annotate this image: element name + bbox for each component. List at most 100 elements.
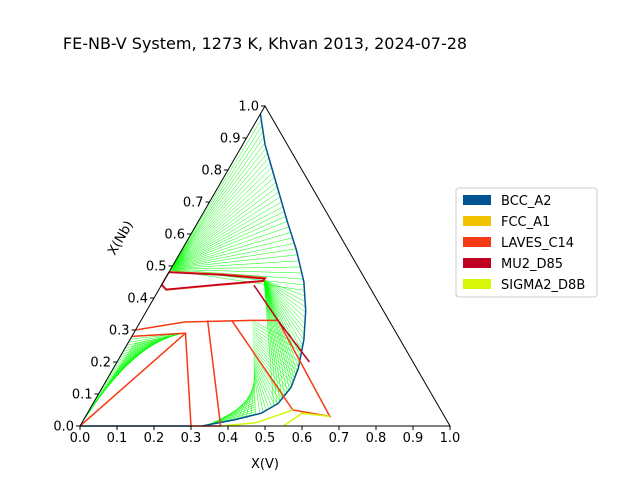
legend-label: MU2_D85 — [501, 257, 563, 272]
tieline — [173, 162, 271, 265]
tieline — [175, 119, 262, 261]
tieline — [263, 280, 305, 340]
x-tick-label: 0.3 — [181, 431, 202, 446]
chart-title: FE-NB-V System, 1273 K, Khvan 2013, 2024… — [63, 34, 467, 53]
tieline — [253, 365, 270, 409]
y-tick-label: 0.3 — [109, 324, 130, 339]
tieline — [253, 353, 283, 399]
tieline — [263, 280, 283, 399]
tieline — [263, 280, 306, 319]
tieline — [263, 280, 303, 346]
tieline — [128, 333, 183, 343]
tieline — [252, 341, 293, 385]
tieline — [171, 221, 288, 268]
tieline — [171, 248, 297, 269]
y-tick-label: 1.0 — [238, 100, 259, 115]
y-tick-label: 0.8 — [201, 164, 222, 179]
x-tick-label: 0.5 — [255, 431, 276, 446]
y-tick-label: 0.6 — [164, 228, 185, 243]
tieline — [171, 243, 295, 269]
y-tick-label: 0.2 — [90, 356, 111, 371]
tieline — [171, 232, 291, 268]
legend-swatch — [463, 237, 491, 247]
tieline — [172, 206, 284, 267]
x-tick-label: 0.6 — [292, 431, 313, 446]
tieline — [172, 131, 264, 267]
tieline — [172, 196, 281, 266]
tieline — [253, 373, 261, 414]
tieline — [252, 337, 296, 378]
legend-label: SIGMA2_D8B — [501, 278, 585, 293]
tieline — [252, 322, 302, 353]
tieline — [253, 361, 275, 406]
x-tick-label: 0.4 — [218, 431, 239, 446]
tieline — [172, 216, 286, 267]
tieline — [253, 368, 267, 411]
tieline — [170, 269, 302, 274]
tieline — [173, 167, 272, 265]
tieline — [172, 211, 285, 267]
tieline — [263, 280, 292, 387]
legend-label: FCC_A1 — [501, 215, 550, 230]
tieline — [170, 260, 299, 270]
tieline — [174, 142, 265, 264]
tieline — [173, 125, 263, 264]
legend-swatch — [463, 216, 491, 226]
legend-swatch — [463, 195, 491, 205]
phase-boundary-sigma2-d8b — [220, 409, 294, 427]
phase-boundary-mu2-d85 — [161, 271, 266, 291]
phase-boundary-laves-c14 — [131, 320, 222, 427]
tieline — [172, 201, 282, 267]
tieline — [252, 339, 294, 381]
tieline — [171, 254, 298, 269]
tieline — [173, 177, 275, 265]
tieline — [252, 329, 299, 367]
tieline — [263, 280, 306, 308]
y-tick-label: 0.5 — [146, 260, 167, 275]
tieline — [252, 327, 300, 362]
tieline — [170, 266, 301, 270]
tieline — [173, 172, 274, 265]
tieline — [252, 346, 290, 391]
y-tick-label: 0.1 — [72, 388, 93, 403]
x-axis-ticks: 0.0 0.1 0.2 0.3 0.4 0.5 0.6 0.7 0.8 0.9 1.0 — [70, 426, 461, 446]
tieline — [252, 334, 297, 375]
tieline — [252, 324, 301, 357]
legend-swatch — [463, 258, 491, 268]
tieline — [252, 344, 292, 388]
tieline — [253, 356, 281, 402]
legend-swatch — [463, 279, 491, 289]
tieline — [173, 157, 270, 264]
y-tick-label: 0.9 — [220, 132, 241, 147]
legend: BCC_A2 FCC_A1 LAVES_C14 MU2_D85 SIGMA2_D8B — [455, 187, 598, 298]
x-tick-label: 0.2 — [144, 431, 165, 446]
tieline — [263, 280, 306, 302]
tieline — [172, 191, 279, 266]
tieline — [263, 280, 295, 379]
x-axis-label: X(V) — [251, 457, 279, 472]
y-tick-label: 0.7 — [183, 196, 204, 211]
legend-frame — [455, 187, 598, 298]
tieline — [263, 280, 305, 330]
tieline — [253, 363, 273, 408]
tieline — [173, 182, 277, 266]
x-tick-label: 0.9 — [403, 431, 424, 446]
tieline — [173, 147, 267, 264]
tieline — [263, 280, 306, 313]
y-tick-label: 0.4 — [127, 292, 148, 307]
tieline — [252, 349, 287, 393]
tieline — [253, 370, 264, 413]
tieline — [171, 226, 290, 268]
tieline — [174, 137, 265, 263]
x-tick-label: 0.7 — [329, 431, 350, 446]
x-tick-label: 1.0 — [440, 431, 461, 446]
tieline — [173, 152, 268, 264]
tieline — [263, 280, 301, 357]
tieline — [263, 280, 290, 390]
tieline — [252, 332, 298, 371]
y-axis-ticks: 0.0 0.1 0.2 0.3 0.4 0.5 0.6 0.7 0.8 0.9 1.0 — [53, 100, 265, 435]
phase-boundary-mu2-d85 — [253, 284, 310, 363]
tieline — [170, 269, 304, 280]
